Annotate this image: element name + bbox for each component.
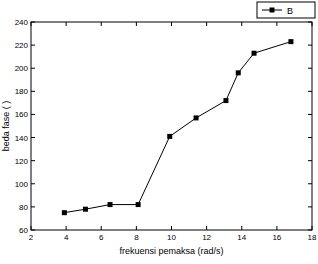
x-tick	[171, 226, 172, 230]
y-tick-label: 220	[15, 41, 29, 50]
y-tick	[31, 22, 35, 23]
y-tick-label: 240	[15, 18, 29, 27]
y-axis-title: beda fase ( )	[1, 101, 11, 152]
x-tick-top	[312, 22, 313, 26]
data-group	[62, 39, 294, 215]
x-tick	[312, 226, 313, 230]
y-tick-right	[308, 114, 312, 115]
y-tick-label: 160	[15, 110, 29, 119]
y-tick-right	[308, 230, 312, 231]
y-tick	[31, 114, 35, 115]
x-tick-top	[241, 22, 242, 26]
y-tick-right	[308, 137, 312, 138]
x-tick	[241, 226, 242, 230]
x-tick-label: 12	[202, 233, 211, 242]
y-tick-right	[308, 206, 312, 207]
x-tick-label: 4	[64, 233, 69, 242]
y-tick-label: 200	[15, 64, 29, 73]
y-tick	[31, 206, 35, 207]
y-tick-right	[308, 68, 312, 69]
legend-box	[257, 2, 315, 18]
series-marker	[83, 207, 88, 212]
y-tick	[31, 183, 35, 184]
y-tick	[31, 137, 35, 138]
series-line	[64, 42, 291, 213]
y-tick-label: 100	[15, 180, 29, 189]
y-tick-right	[308, 160, 312, 161]
x-tick	[66, 226, 67, 230]
x-tick-label: 2	[29, 233, 34, 242]
x-tick-label: 8	[134, 233, 139, 242]
y-tick-label: 80	[19, 203, 28, 212]
y-tick-label: 60	[19, 226, 28, 235]
series-marker	[223, 98, 228, 103]
x-tick-top	[31, 22, 32, 26]
y-tick-label: 140	[15, 134, 29, 143]
series-marker	[62, 210, 67, 215]
y-tick	[31, 230, 35, 231]
x-tick-top	[171, 22, 172, 26]
y-tick	[31, 45, 35, 46]
y-tick-right	[308, 45, 312, 46]
series-marker	[194, 115, 199, 120]
y-tick	[31, 68, 35, 69]
x-tick-top	[66, 22, 67, 26]
x-tick	[101, 226, 102, 230]
x-tick	[136, 226, 137, 230]
series-marker	[252, 51, 257, 56]
x-tick-label: 14	[237, 233, 246, 242]
series-marker	[236, 70, 241, 75]
y-tick-right	[308, 183, 312, 184]
legend-marker	[270, 8, 275, 13]
plot-frame	[31, 22, 312, 230]
y-tick	[31, 91, 35, 92]
x-tick-label: 18	[308, 233, 317, 242]
series-marker	[167, 134, 172, 139]
x-tick-label: 16	[272, 233, 281, 242]
series-marker	[136, 202, 141, 207]
y-tick-right	[308, 91, 312, 92]
x-tick-top	[101, 22, 102, 26]
series-marker	[108, 202, 113, 207]
x-tick-label: 6	[99, 233, 104, 242]
x-tick	[31, 226, 32, 230]
x-axis-title: frekuensi pemaksa (rad/s)	[119, 246, 223, 256]
x-tick	[276, 226, 277, 230]
x-tick-top	[136, 22, 137, 26]
y-tick-label: 180	[15, 87, 29, 96]
x-tick-top	[276, 22, 277, 26]
x-tick-label: 10	[167, 233, 176, 242]
chart: 2 4 6 8 10 12 14 16 18 60 80 100 120 140 160 180 200 220 2…	[0, 0, 318, 264]
x-tick	[206, 226, 207, 230]
y-tick-right	[308, 22, 312, 23]
y-tick	[31, 160, 35, 161]
legend-label: B	[287, 6, 293, 16]
x-tick-top	[206, 22, 207, 26]
y-tick-label: 120	[15, 157, 29, 166]
series-marker	[288, 39, 293, 44]
